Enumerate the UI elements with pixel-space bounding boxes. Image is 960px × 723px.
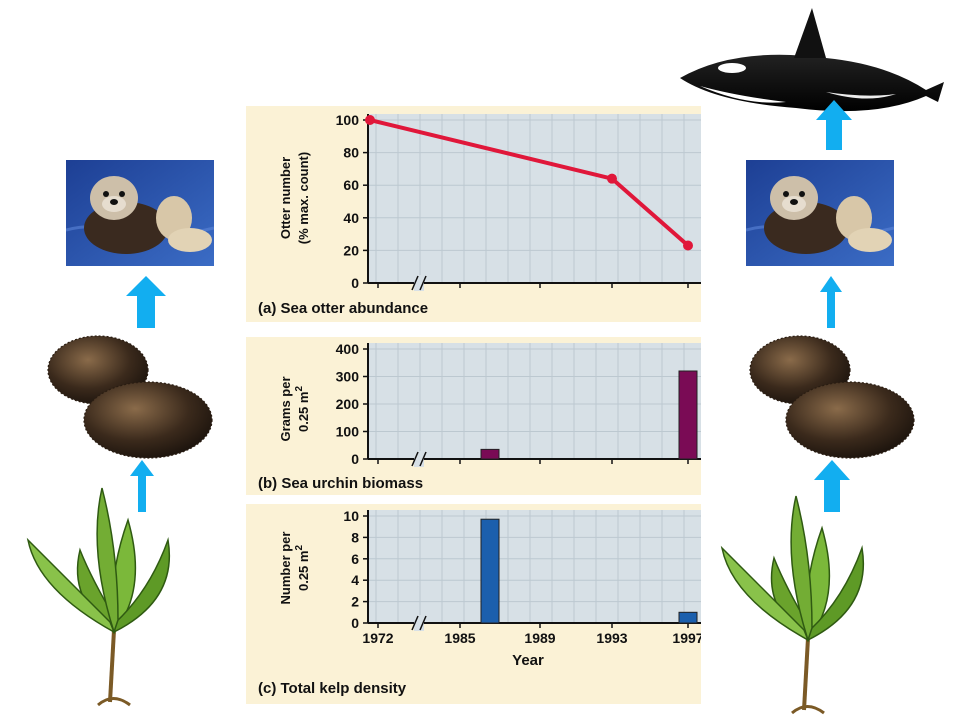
axis-break-mark bbox=[419, 615, 427, 631]
y-tick-label: 20 bbox=[343, 242, 359, 258]
axis-break-mark bbox=[411, 451, 419, 467]
y-axis-title-line2: (% max. count) bbox=[296, 152, 311, 244]
axis-break-gap bbox=[414, 275, 424, 291]
y-tick-label: 100 bbox=[336, 424, 360, 440]
kelp-image-right bbox=[712, 488, 882, 723]
otter-photo-left bbox=[65, 160, 215, 271]
y-axis-title-line2-text: 0.25 m bbox=[296, 551, 311, 591]
axis-break-mark bbox=[419, 451, 427, 467]
y-tick-label: 60 bbox=[343, 177, 359, 193]
up-arrow-icon bbox=[126, 276, 166, 333]
axis-break-mark bbox=[419, 275, 427, 291]
otter-data-point bbox=[365, 115, 375, 125]
plot-area bbox=[368, 510, 701, 623]
y-tick-label: 0 bbox=[351, 275, 359, 291]
kelp-chart: 0 2 4 6 8 10 1972 1985 1989 1993 1997 Number per 0.2… bbox=[258, 508, 707, 697]
y-axis-title: Grams per 0.25 m2 bbox=[278, 376, 311, 441]
y-axis-title-line2: 0.25 m2 bbox=[294, 545, 311, 591]
y-tick-label: 80 bbox=[343, 145, 359, 161]
otter-chart: 0 20 40 60 80 100 Otter number (% max. count) (a… bbox=[258, 112, 707, 317]
axis-break-gap bbox=[414, 615, 424, 631]
y-tick-label: 400 bbox=[336, 341, 360, 357]
y-axis-title-superscript: 2 bbox=[294, 386, 305, 392]
panel-kelp-density: 0 2 4 6 8 10 1972 1985 1989 1993 1997 Number per 0.2… bbox=[246, 504, 707, 704]
sea-urchin-image-right bbox=[738, 332, 918, 467]
kelp-bar bbox=[678, 611, 698, 624]
y-axis-title-line2: 0.25 m2 bbox=[294, 386, 311, 432]
axis-break-gap bbox=[414, 451, 424, 467]
y-tick-label: 2 bbox=[351, 594, 359, 610]
y-axis-title-line2-text: (% max. count) bbox=[296, 152, 311, 244]
y-tick-label: 4 bbox=[351, 572, 359, 588]
chart-caption: (a) Sea otter abundance bbox=[258, 300, 428, 317]
chart-caption: (c) Total kelp density bbox=[258, 680, 407, 697]
sea-urchin-image-left bbox=[36, 332, 216, 467]
up-arrow-icon bbox=[130, 460, 154, 517]
plot-area bbox=[368, 343, 701, 459]
up-arrow-icon bbox=[820, 276, 842, 333]
y-axis-title-line1: Otter number bbox=[278, 157, 293, 239]
otter-data-point bbox=[607, 173, 617, 184]
x-tick-label: 1972 bbox=[362, 630, 393, 646]
orca-image bbox=[676, 6, 948, 123]
x-axis-title: Year bbox=[512, 652, 544, 669]
y-axis-title: Number per 0.25 m2 bbox=[278, 532, 311, 605]
kelp-bar bbox=[480, 518, 500, 624]
plot-area bbox=[368, 114, 701, 283]
y-axis-title-line1: Grams per bbox=[278, 376, 293, 441]
y-tick-label: 0 bbox=[351, 615, 359, 631]
x-tick-label: 1997 bbox=[672, 630, 701, 646]
up-arrow-icon bbox=[814, 460, 850, 517]
kelp-image-left bbox=[18, 480, 188, 715]
chart-caption: (b) Sea urchin biomass bbox=[258, 475, 423, 492]
urchin-bar bbox=[678, 370, 698, 460]
urchin-bar bbox=[480, 448, 500, 460]
up-arrow-icon bbox=[816, 100, 852, 155]
y-tick-label: 200 bbox=[336, 396, 360, 412]
otter-data-point bbox=[683, 240, 693, 251]
y-axis-title-line1: Number per bbox=[278, 532, 293, 605]
y-tick-label: 0 bbox=[351, 451, 359, 467]
x-tick-label: 1985 bbox=[444, 630, 475, 646]
y-tick-label: 40 bbox=[343, 210, 359, 226]
y-tick-label: 6 bbox=[351, 551, 359, 567]
panel-sea-otter-abundance: 0 20 40 60 80 100 Otter number (% max. count) (a… bbox=[246, 106, 707, 322]
urchin-chart: 0 100 200 300 400 Grams per 0.25 m2 (b) Sea urc… bbox=[258, 341, 707, 492]
y-tick-label: 100 bbox=[336, 112, 360, 128]
y-axis-title-superscript: 2 bbox=[294, 545, 305, 551]
y-tick-label: 10 bbox=[343, 508, 359, 524]
x-tick-label: 1993 bbox=[596, 630, 627, 646]
y-axis-title-line2-text: 0.25 m bbox=[296, 392, 311, 432]
axis-break-mark bbox=[411, 275, 419, 291]
y-tick-label: 300 bbox=[336, 369, 360, 385]
x-tick-label: 1989 bbox=[524, 630, 555, 646]
otter-photo-right bbox=[745, 160, 895, 271]
panel-sea-urchin-biomass: 0 100 200 300 400 Grams per 0.25 m2 (b) Sea urc… bbox=[246, 337, 707, 495]
y-tick-label: 8 bbox=[351, 529, 359, 545]
axis-break-mark bbox=[411, 615, 419, 631]
y-axis-title: Otter number (% max. count) bbox=[278, 152, 311, 244]
